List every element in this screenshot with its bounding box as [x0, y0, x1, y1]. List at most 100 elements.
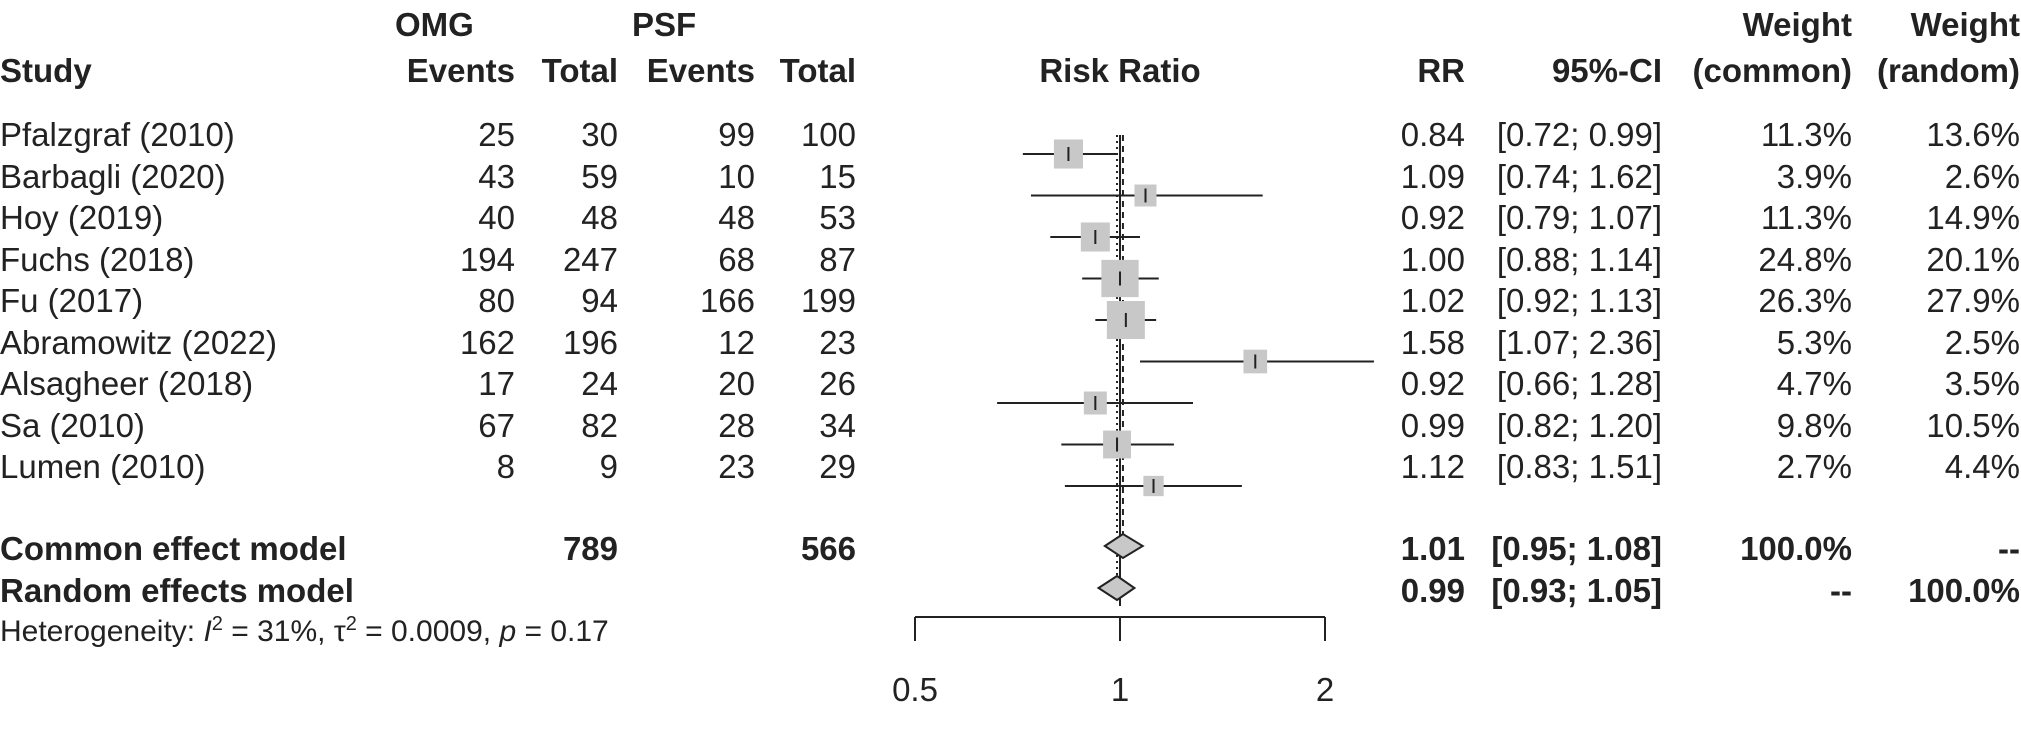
- ci-value: [0.83; 1.51]: [1496, 448, 1662, 485]
- weight-random: 2.5%: [1944, 323, 2020, 361]
- header-ci: 95%-CI: [1551, 52, 1662, 89]
- psf-total: 23: [819, 323, 856, 361]
- ci-value: [0.72; 0.99]: [1496, 116, 1662, 153]
- header-total-1: Total: [541, 52, 618, 89]
- common-weight-common: 100.0%: [1740, 530, 1852, 567]
- weight-random: 14.9%: [1926, 199, 2020, 236]
- header-group2: PSF: [632, 6, 697, 43]
- psf-total: 100: [800, 116, 856, 153]
- omg-total: 24: [581, 365, 618, 402]
- ci-value: [0.79; 1.07]: [1496, 199, 1662, 236]
- study-name: Abramowitz (2022): [0, 323, 277, 361]
- rr-value: 1.09: [1400, 157, 1465, 195]
- ci-value: [0.92; 1.13]: [1496, 282, 1662, 319]
- common-total-2: 566: [800, 530, 856, 567]
- rr-value: 0.99: [1400, 406, 1465, 444]
- header-study: Study: [0, 52, 92, 89]
- common-effect-label: Common effect model: [0, 530, 347, 567]
- omg-events: 67: [478, 406, 515, 444]
- ci-value: [0.66; 1.28]: [1496, 365, 1662, 402]
- psf-total: 34: [819, 406, 856, 444]
- common-ci: [0.95; 1.08]: [1491, 530, 1662, 567]
- omg-events: 194: [459, 240, 515, 278]
- omg-events: 8: [496, 448, 515, 485]
- omg-total: 82: [581, 406, 618, 444]
- omg-total: 9: [599, 448, 618, 485]
- ci-value: [0.88; 1.14]: [1496, 240, 1662, 278]
- rr-value: 0.92: [1400, 365, 1465, 402]
- omg-events: 80: [478, 282, 515, 319]
- heterogeneity-text: Heterogeneity: I2 = 31%, τ2 = 0.0009, p …: [0, 613, 609, 648]
- header-group1: OMG: [395, 6, 474, 43]
- rr-value: 1.02: [1400, 282, 1465, 319]
- header-rr: RR: [1417, 52, 1465, 89]
- random-ci: [0.93; 1.05]: [1491, 572, 1662, 609]
- rr-value: 1.58: [1400, 323, 1465, 361]
- study-name: Fu (2017): [0, 282, 144, 319]
- header-events-2: Events: [646, 52, 755, 89]
- header-common: (common): [1692, 52, 1853, 89]
- psf-events: 28: [718, 406, 755, 444]
- common-weight-random: --: [1998, 530, 2020, 567]
- x-axis-tick-label: 1: [1111, 671, 1129, 708]
- weight-common: 9.8%: [1776, 406, 1852, 444]
- common-rr: 1.01: [1400, 530, 1465, 567]
- random-weight-random: 100.0%: [1908, 572, 2020, 609]
- weight-common: 2.7%: [1776, 448, 1852, 485]
- omg-total: 48: [581, 199, 618, 236]
- psf-total: 53: [819, 199, 856, 236]
- weight-common: 3.9%: [1776, 157, 1852, 195]
- study-name: Barbagli (2020): [0, 157, 226, 195]
- omg-total: 247: [562, 240, 618, 278]
- weight-common: 4.7%: [1776, 365, 1852, 402]
- rr-value: 0.92: [1400, 199, 1465, 236]
- weight-random: 4.4%: [1944, 448, 2020, 485]
- omg-events: 25: [478, 116, 515, 153]
- psf-events: 166: [699, 282, 755, 319]
- psf-total: 199: [800, 282, 856, 319]
- psf-events: 12: [718, 323, 755, 361]
- weight-common: 24.8%: [1758, 240, 1852, 278]
- psf-total: 26: [819, 365, 856, 402]
- x-axis-tick-label: 0.5: [892, 671, 938, 708]
- x-axis-tick-label: 2: [1316, 671, 1334, 708]
- omg-total: 94: [581, 282, 618, 319]
- weight-common: 26.3%: [1758, 282, 1852, 319]
- study-name: Lumen (2010): [0, 448, 206, 485]
- study-name: Hoy (2019): [0, 199, 164, 236]
- weight-random: 10.5%: [1926, 406, 2020, 444]
- weight-random: 2.6%: [1944, 157, 2020, 195]
- psf-events: 20: [718, 365, 755, 402]
- weight-common: 5.3%: [1776, 323, 1852, 361]
- rr-value: 1.12: [1400, 448, 1465, 485]
- header-events-1: Events: [406, 52, 515, 89]
- ci-value: [1.07; 2.36]: [1496, 323, 1662, 361]
- weight-random: 20.1%: [1926, 240, 2020, 278]
- psf-total: 29: [819, 448, 856, 485]
- study-name: Pfalzgraf (2010): [0, 116, 235, 153]
- weight-common: 11.3%: [1760, 116, 1852, 153]
- random-effects-diamond: [1096, 574, 1137, 602]
- study-name: Fuchs (2018): [0, 240, 195, 278]
- omg-total: 196: [562, 323, 618, 361]
- weight-random: 3.5%: [1944, 365, 2020, 402]
- header-weight-common: Weight: [1742, 6, 1852, 43]
- omg-events: 162: [459, 323, 515, 361]
- omg-events: 17: [478, 365, 515, 402]
- random-weight-common: --: [1830, 572, 1852, 609]
- ci-value: [0.74; 1.62]: [1496, 157, 1662, 195]
- header-total-2: Total: [779, 52, 856, 89]
- psf-total: 87: [819, 240, 856, 278]
- common-effect-diamond: [1103, 532, 1145, 560]
- omg-events: 43: [478, 157, 515, 195]
- psf-events: 68: [718, 240, 755, 278]
- weight-random: 27.9%: [1926, 282, 2020, 319]
- header-risk-ratio: Risk Ratio: [1039, 52, 1201, 89]
- common-total-1: 789: [562, 530, 618, 567]
- random-rr: 0.99: [1400, 572, 1465, 609]
- psf-events: 23: [718, 448, 755, 485]
- header-random: (random): [1877, 52, 2020, 89]
- psf-events: 48: [718, 199, 755, 236]
- psf-total: 15: [819, 157, 856, 195]
